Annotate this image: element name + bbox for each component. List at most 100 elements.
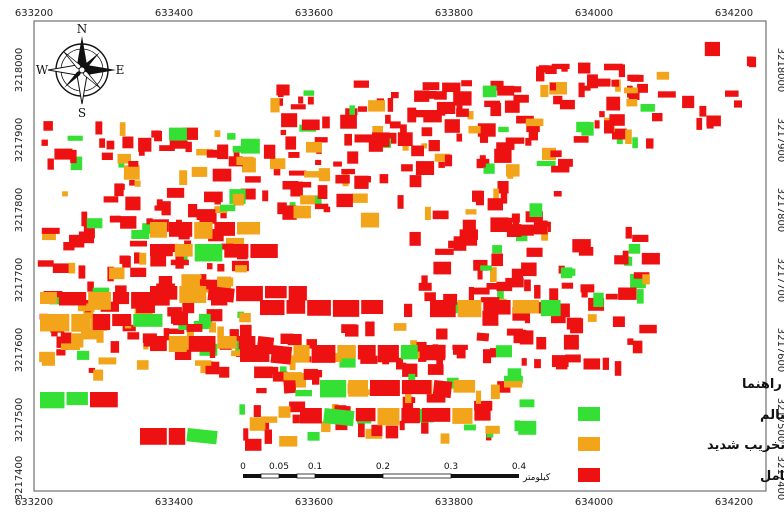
building-footprint [241, 138, 260, 154]
building-footprint [483, 163, 495, 174]
building-footprint [191, 166, 208, 177]
building-footprint [486, 430, 494, 438]
building-footprint [136, 360, 149, 370]
building-footprint [387, 98, 394, 112]
building-footprint [188, 204, 198, 218]
building-footprint [385, 114, 391, 124]
x-bottom-label: 633600 [295, 497, 333, 508]
building-footprint [289, 401, 306, 413]
building-footprint [92, 287, 110, 294]
building-footprint [321, 421, 331, 433]
building-footprint [377, 408, 400, 426]
building-footprint [602, 357, 609, 370]
building-footprint [435, 248, 454, 255]
building-footprint [424, 91, 437, 99]
building-footprint [504, 375, 523, 384]
building-footprint [706, 115, 721, 127]
building-footprint [101, 152, 113, 160]
building-footprint [158, 276, 173, 287]
building-footprint [292, 414, 300, 424]
building-footprint [191, 274, 202, 284]
building-footprint [300, 195, 320, 205]
building-footprint [235, 265, 247, 273]
building-footprint [265, 286, 287, 299]
building-footprint [636, 289, 644, 304]
building-footprint [426, 394, 446, 403]
building-footprint [512, 300, 539, 314]
building-footprint [407, 107, 417, 123]
building-footprint [490, 384, 500, 400]
building-footprint [261, 422, 270, 430]
building-footprint [88, 292, 111, 310]
building-footprint [117, 153, 131, 164]
building-footprint [696, 117, 703, 130]
building-footprint [207, 263, 213, 270]
building-footprint [69, 234, 84, 244]
building-footprint [361, 300, 384, 315]
building-footprint [220, 211, 227, 219]
building-footprint [63, 242, 75, 251]
y-left-label: 3217600 [14, 328, 25, 373]
building-footprint [479, 155, 486, 168]
building-footprint [133, 314, 163, 327]
building-footprint [457, 300, 482, 318]
building-footprint [209, 322, 217, 333]
building-footprint [368, 100, 386, 112]
scale-segment [382, 473, 452, 479]
building-footprint [196, 148, 214, 156]
building-footprint [103, 196, 119, 203]
building-footprint [240, 345, 270, 362]
building-footprint [512, 224, 519, 232]
building-footprint [58, 292, 87, 306]
building-footprint [599, 111, 605, 118]
building-footprint [500, 188, 508, 204]
building-footprint [551, 316, 566, 324]
building-footprint [578, 246, 594, 256]
building-footprint [625, 129, 632, 144]
building-footprint [561, 64, 568, 72]
building-footprint [415, 161, 435, 175]
building-footprint [561, 282, 574, 289]
y-left-label: 3217700 [14, 258, 25, 303]
building-footprint [123, 165, 140, 180]
building-footprint [511, 268, 524, 284]
building-footprint [524, 308, 530, 324]
scale-segment [260, 473, 280, 479]
building-footprint [178, 325, 194, 330]
building-footprint [150, 222, 167, 238]
building-footprint [109, 215, 121, 223]
building-footprint [421, 143, 427, 149]
building-footprint [134, 252, 141, 264]
building-footprint [640, 104, 655, 112]
building-footprint [127, 332, 140, 340]
building-footprint [506, 328, 523, 336]
building-footprint [581, 290, 588, 298]
building-footprint [352, 193, 368, 203]
building-footprint [423, 110, 442, 123]
building-footprint [377, 345, 399, 363]
building-footprint [580, 284, 595, 293]
building-footprint [42, 228, 56, 241]
building-footprint [507, 86, 522, 93]
building-footprint [625, 226, 632, 239]
building-footprint [179, 286, 207, 303]
building-footprint [505, 137, 525, 144]
building-footprint [166, 187, 185, 198]
building-footprint [497, 85, 515, 96]
building-footprint [512, 217, 520, 227]
building-footprint [96, 329, 104, 343]
building-footprint [639, 324, 657, 334]
building-footprint [323, 206, 331, 213]
building-footprint [494, 148, 512, 163]
building-footprint [52, 263, 70, 273]
building-footprint [490, 102, 502, 117]
building-footprint [401, 408, 420, 424]
building-footprint [497, 181, 509, 194]
building-footprint [487, 198, 503, 211]
building-footprint [453, 91, 472, 106]
building-footprint [408, 373, 416, 383]
building-footprint [220, 204, 236, 212]
building-footprint [76, 350, 90, 360]
building-footprint [272, 371, 288, 382]
building-footprint [283, 378, 297, 394]
